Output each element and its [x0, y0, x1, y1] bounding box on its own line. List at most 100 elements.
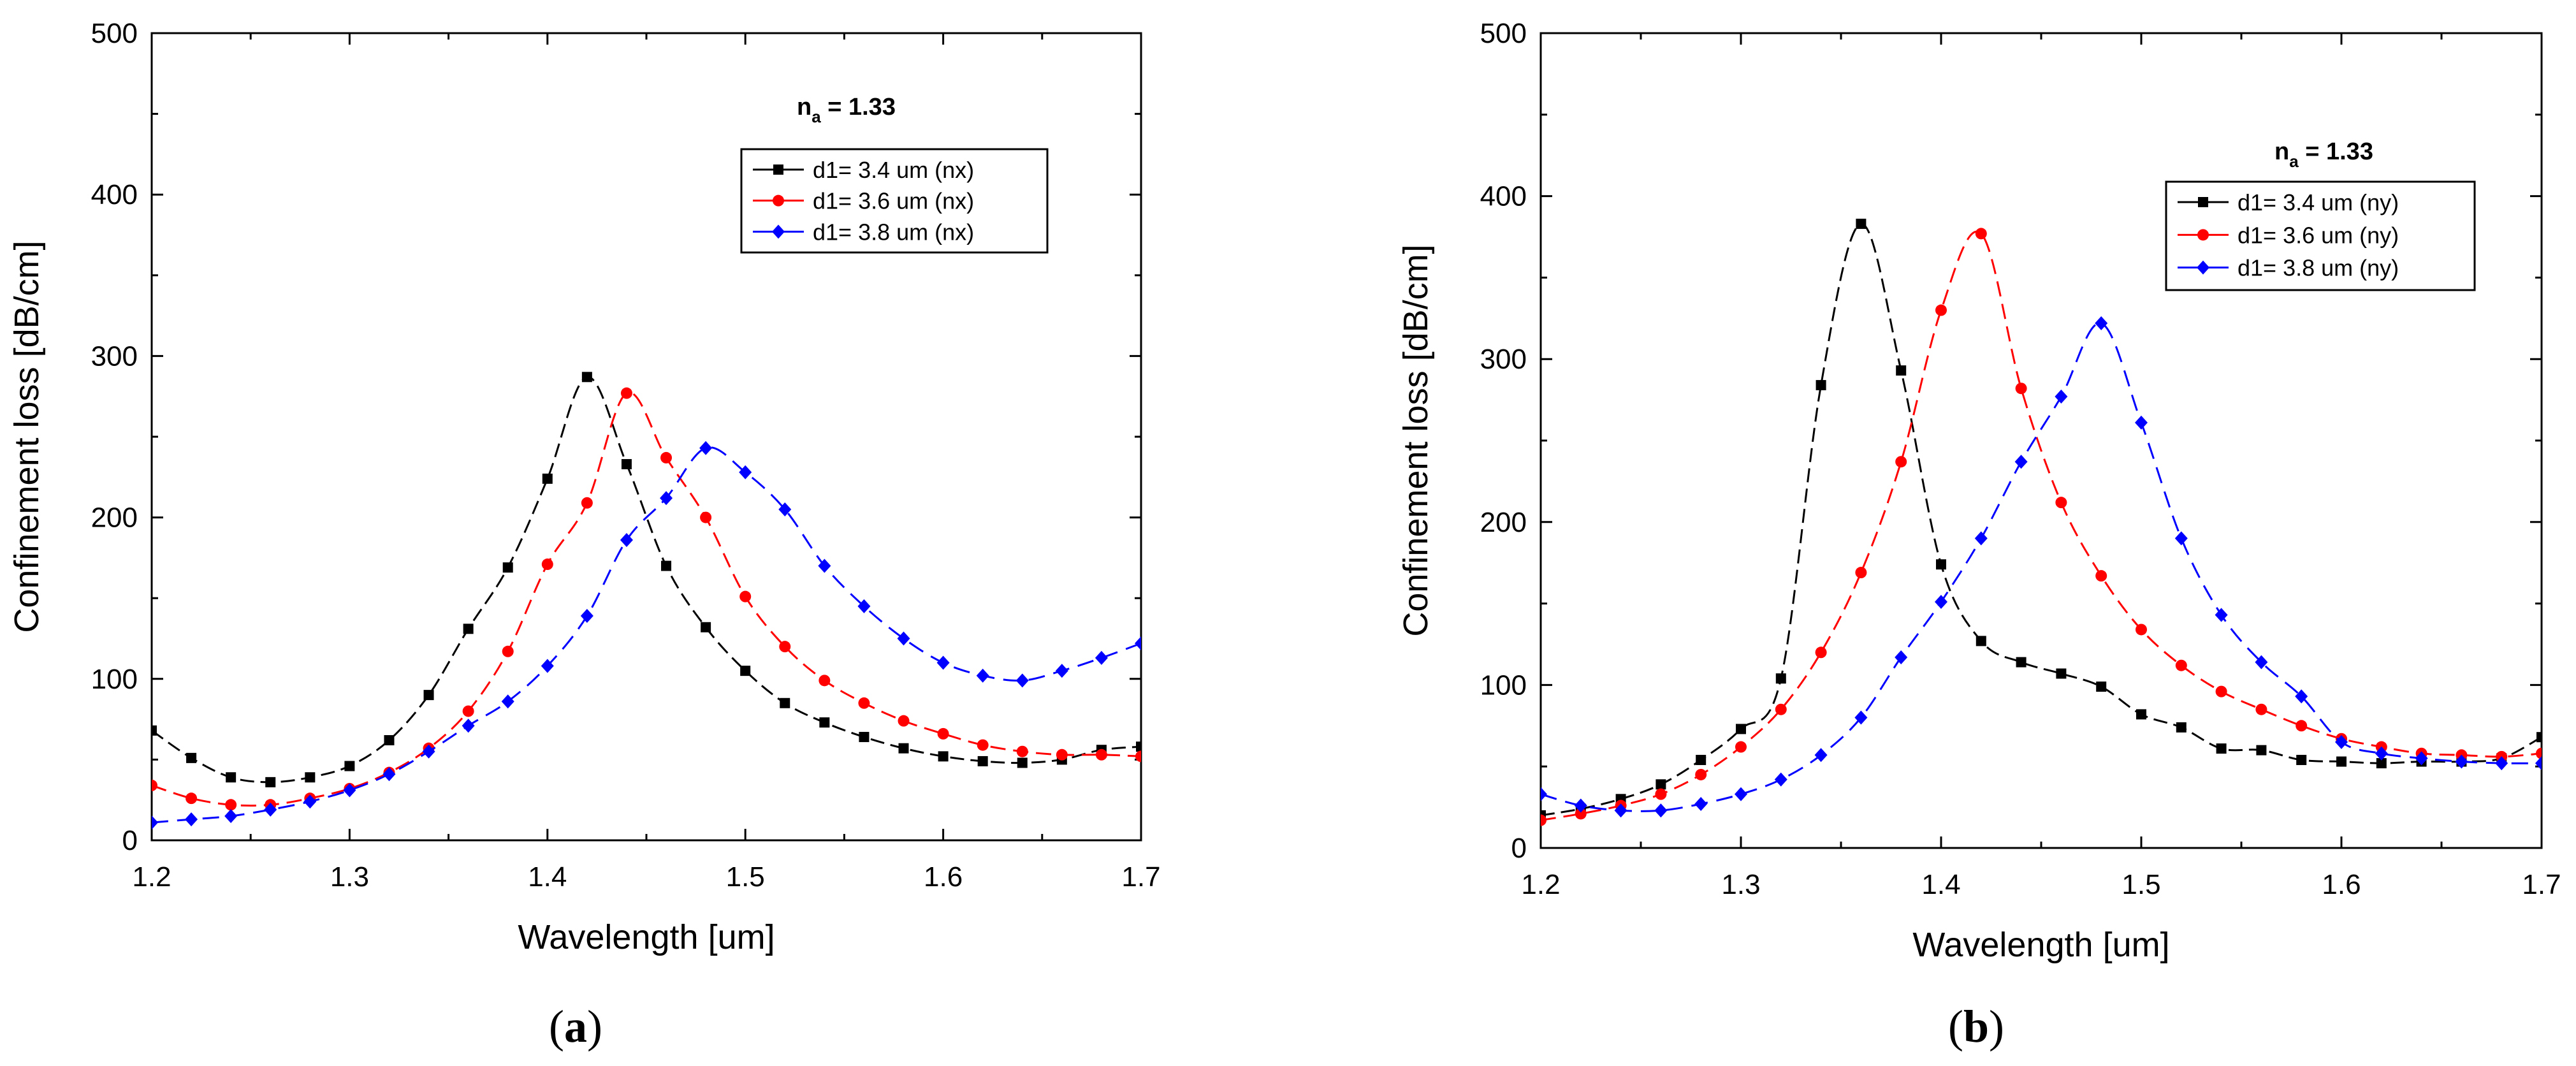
- data-point: [739, 465, 752, 479]
- data-point: [2536, 732, 2542, 743]
- data-point: [2296, 754, 2307, 765]
- annotation-base: n: [2274, 138, 2289, 165]
- x-tick-label: 1.7: [1121, 861, 1160, 893]
- data-point: [382, 767, 396, 782]
- data-point: [152, 815, 158, 830]
- x-tick-label: 1.6: [924, 861, 963, 893]
- data-point: [1135, 636, 1141, 651]
- caption-paren-close: ): [1989, 1001, 2004, 1052]
- legend-box: [2165, 180, 2476, 291]
- legend-label: d1= 3.8 um (ny): [2238, 255, 2399, 281]
- data-point: [542, 473, 553, 484]
- refractive-index-annotation: na = 1.33: [797, 94, 896, 126]
- data-point: [1017, 757, 1028, 768]
- data-point: [779, 641, 791, 653]
- data-point: [2176, 722, 2187, 733]
- data-point: [938, 751, 949, 762]
- data-point: [819, 717, 830, 728]
- data-point: [2495, 756, 2508, 771]
- data-layer: [1541, 219, 2542, 826]
- y-tick-label: 100: [1480, 669, 1527, 701]
- data-point: [1541, 787, 1547, 801]
- data-point: [2096, 681, 2107, 692]
- data-point: [541, 559, 553, 571]
- data-point: [344, 761, 355, 771]
- x-tick-label: 1.6: [2322, 869, 2361, 900]
- data-point: [740, 666, 751, 676]
- data-point: [699, 441, 713, 455]
- x-tick-label: 1.7: [2522, 869, 2561, 900]
- x-axis-label: Wavelength [um]: [1912, 926, 2169, 964]
- legend-marker: [773, 194, 784, 207]
- series-3: [1541, 316, 2542, 818]
- data-point: [1541, 814, 1546, 826]
- legend-entry: d1= 3.4 um (ny): [2178, 189, 2399, 215]
- data-point: [1976, 636, 1986, 646]
- data-point: [977, 739, 989, 751]
- data-point: [501, 694, 514, 709]
- data-point: [2136, 624, 2147, 636]
- x-axis-label: Wavelength [um]: [518, 918, 775, 956]
- data-point: [897, 631, 910, 646]
- data-point: [580, 609, 593, 624]
- data-point: [462, 719, 475, 733]
- data-point: [739, 590, 752, 602]
- data-point: [1095, 748, 1107, 761]
- data-point: [1774, 772, 1787, 787]
- data-point: [1735, 741, 1747, 753]
- y-tick-label: 300: [1480, 344, 1527, 375]
- data-point: [936, 655, 950, 670]
- data-point: [581, 372, 592, 383]
- panel-caption: (b): [1948, 1001, 2004, 1052]
- data-point: [1735, 787, 1747, 801]
- x-tick-label: 1.4: [1921, 869, 1960, 900]
- data-point: [303, 794, 317, 809]
- legend-marker: [2197, 260, 2209, 275]
- annotation-subscript: a: [811, 107, 821, 126]
- annotation-subscript: a: [2289, 152, 2299, 171]
- data-point: [265, 777, 276, 787]
- series-line: [152, 391, 1141, 807]
- data-point: [462, 705, 474, 717]
- data-point: [224, 809, 238, 824]
- annotation-value: = 1.33: [2299, 138, 2373, 165]
- x-tick-label: 1.3: [330, 861, 369, 893]
- annotation-base: n: [797, 94, 811, 120]
- data-point: [1056, 748, 1068, 761]
- legend: d1= 3.4 um (nx) d1= 3.6 um (nx) d1= 3.8 um…: [740, 148, 1049, 254]
- y-tick-label: 500: [1480, 18, 1527, 49]
- data-point: [1015, 673, 1029, 688]
- caption-letter: b: [1963, 1001, 1989, 1052]
- data-point: [1815, 646, 1827, 659]
- data-point: [1896, 365, 1907, 376]
- data-point: [1574, 798, 1587, 813]
- y-axis-label: Confinement loss [dB/cm]: [8, 240, 46, 632]
- data-point: [185, 812, 198, 827]
- data-point: [1694, 796, 1708, 811]
- y-tick-label: 400: [91, 179, 138, 210]
- caption-paren-open: (: [549, 1001, 564, 1052]
- caption-paren-open: (: [1948, 1001, 1963, 1052]
- data-point: [620, 533, 633, 548]
- legend-entry: d1= 3.4 um (nx): [753, 157, 974, 183]
- data-point: [2255, 703, 2267, 715]
- series-line: [1541, 322, 2542, 812]
- data-point: [343, 783, 356, 798]
- data-point: [858, 697, 870, 709]
- data-point: [1655, 788, 1667, 800]
- x-tick-label: 1.2: [1521, 869, 1560, 900]
- data-point: [2174, 531, 2188, 546]
- data-point: [1695, 768, 1707, 780]
- data-point: [2095, 316, 2108, 330]
- data-point: [2415, 751, 2428, 766]
- data-point: [1856, 219, 1867, 230]
- data-point: [463, 624, 474, 634]
- data-point: [1935, 595, 1947, 610]
- data-point: [2014, 455, 2028, 469]
- legend-marker: [2197, 229, 2209, 241]
- data-point: [1614, 803, 1627, 818]
- data-point: [2056, 668, 2067, 679]
- data-point: [1775, 703, 1787, 715]
- data-point: [859, 731, 870, 742]
